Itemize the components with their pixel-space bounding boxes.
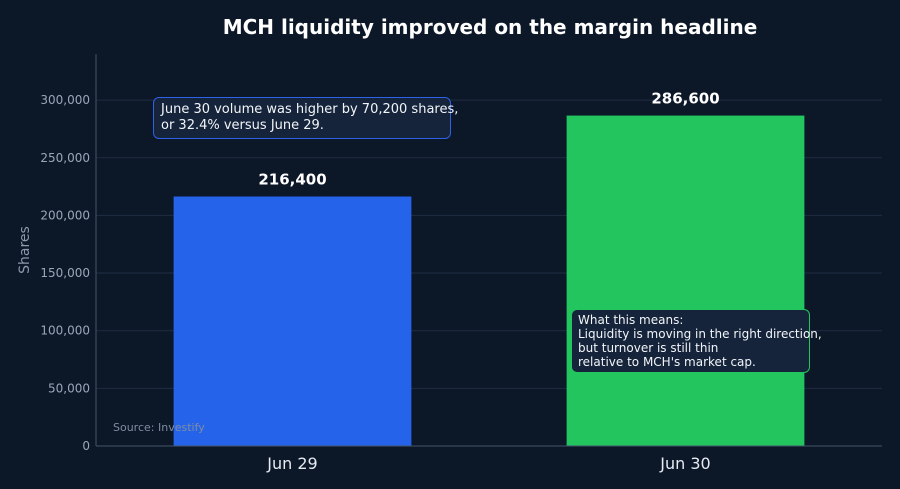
y-tick-label: 250,000	[40, 151, 90, 165]
bar-value-label: 216,400	[258, 171, 326, 189]
y-axis-ticks: 0 50,000 100,000 150,000 200,000 250,000 300,0…	[40, 93, 90, 453]
annotation-line: What this means:	[578, 313, 684, 327]
annotation-what-this-means: What this means: Liquidity is moving in …	[571, 309, 822, 373]
annotation-line: relative to MCH's market cap.	[578, 355, 756, 369]
annotation-volume-change: June 30 volume was higher by 70,200 shar…	[153, 97, 459, 139]
y-tick-label: 200,000	[40, 208, 90, 222]
bar	[566, 115, 805, 446]
annotation-line: or 32.4% versus June 29.	[161, 118, 324, 133]
y-axis-label: Shares	[17, 226, 33, 274]
annotation-line: June 30 volume was higher by 70,200 shar…	[161, 102, 459, 117]
chart-title: MCH liquidity improved on the margin hea…	[223, 15, 758, 39]
bars: 216,400 286,600	[173, 90, 805, 446]
annotation-line: Liquidity is moving in the right directi…	[578, 327, 822, 341]
y-tick-label: 100,000	[40, 324, 90, 338]
bar	[173, 196, 412, 446]
x-tick-label: Jun 30	[659, 454, 710, 473]
y-tick-label: 50,000	[48, 381, 90, 395]
x-tick-label: Jun 29	[266, 454, 317, 473]
source-note: Source: Investify	[113, 421, 205, 434]
x-axis-ticks: Jun 29 Jun 30	[266, 454, 710, 473]
y-tick-label: 0	[82, 439, 90, 453]
y-tick-label: 300,000	[40, 93, 90, 107]
bar-value-label: 286,600	[651, 90, 719, 108]
y-tick-label: 150,000	[40, 266, 90, 280]
annotation-line: but turnover is still thin	[578, 341, 719, 355]
